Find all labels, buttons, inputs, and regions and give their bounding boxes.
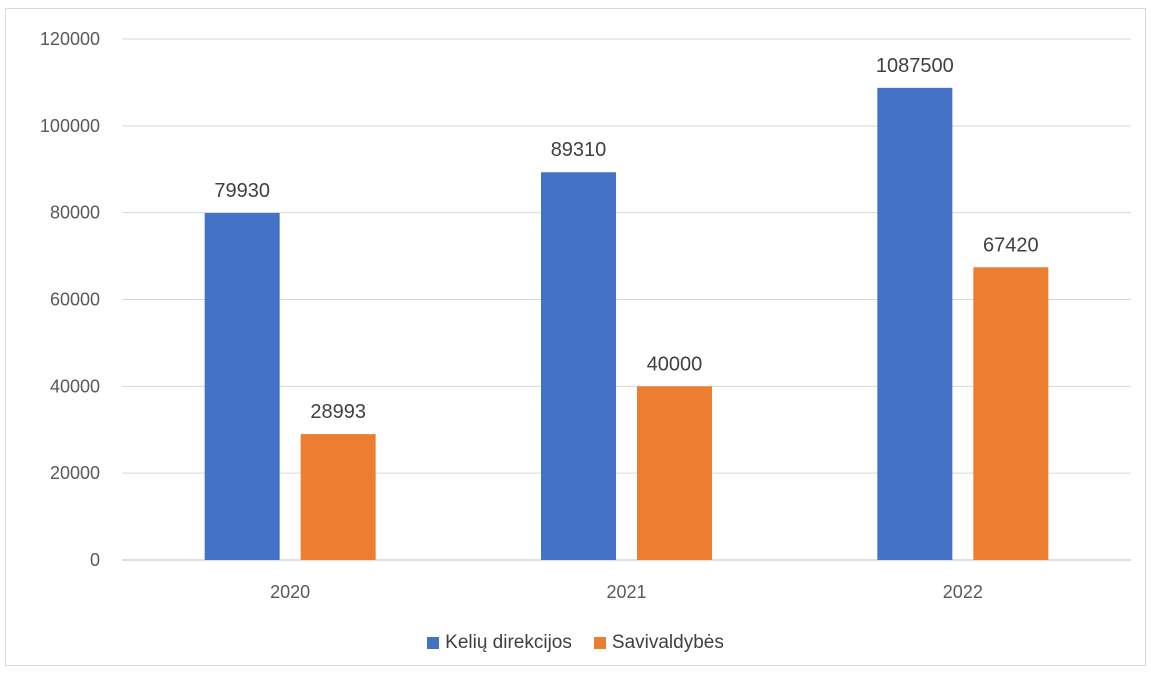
legend-label-series-1: Kelių direkcijos (445, 632, 572, 653)
legend-item-series-1: Kelių direkcijos (427, 632, 572, 654)
bar-series-1 (877, 87, 953, 560)
data-label: 28993 (310, 401, 366, 423)
bar-series-2 (637, 386, 712, 560)
data-label: 79930 (214, 180, 270, 202)
y-tick-label: 60000 (50, 290, 100, 310)
legend-swatch-series-1 (427, 637, 440, 649)
y-tick-label: 120000 (40, 29, 100, 49)
legend-item-series-2: Savivaldybės (593, 632, 724, 654)
legend-label-series-2: Savivaldybės (611, 632, 724, 653)
y-tick-label: 80000 (50, 203, 100, 223)
x-tick-label: 2020 (270, 582, 310, 602)
bar-series-2 (973, 267, 1049, 560)
legend-swatch-series-2 (593, 637, 606, 649)
y-tick-label: 40000 (50, 376, 100, 396)
data-label: 40000 (647, 353, 703, 375)
data-label: 67420 (983, 234, 1039, 256)
legend: Kelių direkcijos Savivaldybės (0, 632, 1151, 654)
bar-series-1 (204, 212, 280, 560)
y-tick-label: 20000 (50, 463, 100, 483)
x-tick-label: 2022 (943, 582, 983, 602)
data-label: 89310 (551, 139, 607, 161)
y-tick-label: 100000 (40, 116, 100, 136)
y-tick-label: 0 (90, 550, 100, 570)
bar-series-2 (300, 434, 376, 560)
bar-series-1 (541, 172, 616, 561)
data-label: 1087500 (876, 55, 954, 77)
x-tick-label: 2021 (606, 582, 646, 602)
